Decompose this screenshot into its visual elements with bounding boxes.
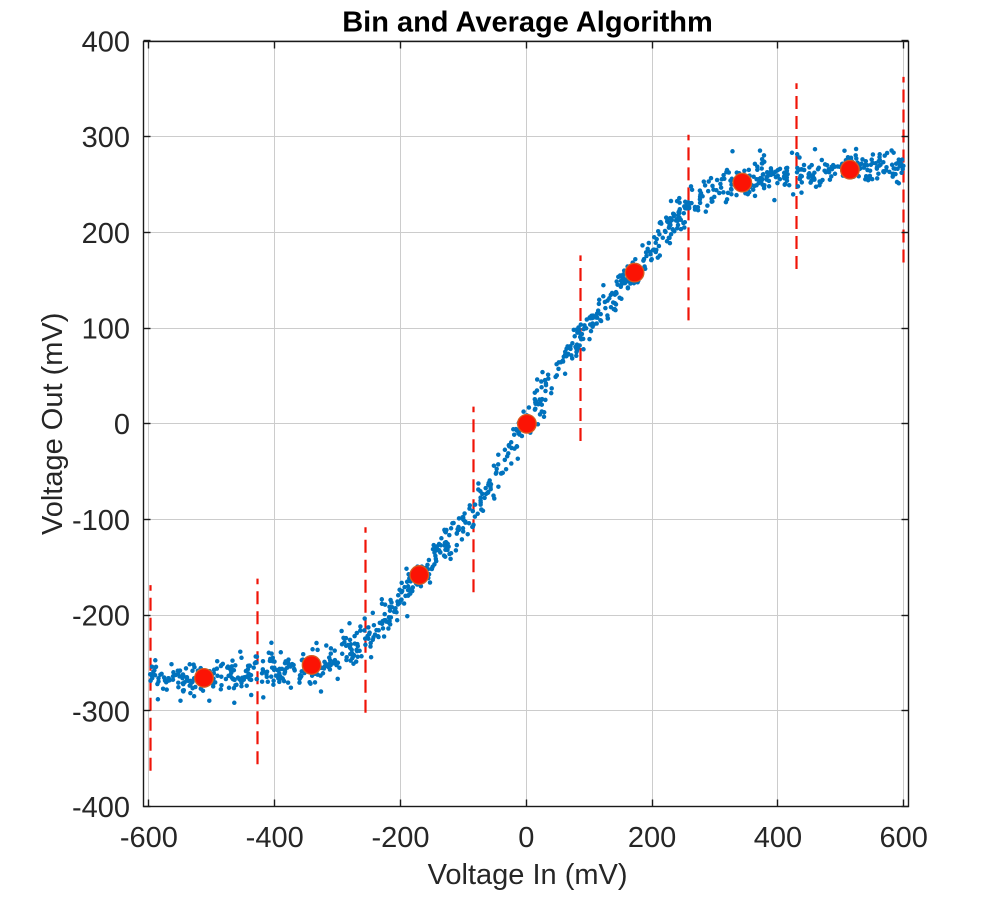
svg-text:Voltage In (mV): Voltage In (mV) bbox=[428, 859, 628, 891]
svg-text:-300: -300 bbox=[72, 696, 130, 728]
svg-text:Bin and Average Algorithm: Bin and Average Algorithm bbox=[342, 6, 713, 38]
svg-text:200: 200 bbox=[82, 218, 130, 250]
svg-text:100: 100 bbox=[82, 314, 130, 346]
svg-text:-600: -600 bbox=[120, 822, 178, 854]
svg-text:-200: -200 bbox=[72, 601, 130, 633]
svg-text:300: 300 bbox=[82, 122, 130, 154]
svg-text:0: 0 bbox=[518, 822, 534, 854]
svg-text:600: 600 bbox=[880, 822, 928, 854]
svg-text:-100: -100 bbox=[72, 505, 130, 537]
svg-text:-400: -400 bbox=[72, 792, 130, 824]
svg-text:-200: -200 bbox=[371, 822, 429, 854]
svg-text:-400: -400 bbox=[246, 822, 304, 854]
svg-text:400: 400 bbox=[82, 26, 130, 58]
svg-text:0: 0 bbox=[114, 409, 130, 441]
svg-text:400: 400 bbox=[754, 822, 802, 854]
svg-text:Voltage Out (mV): Voltage Out (mV) bbox=[37, 313, 69, 535]
svg-text:200: 200 bbox=[628, 822, 676, 854]
